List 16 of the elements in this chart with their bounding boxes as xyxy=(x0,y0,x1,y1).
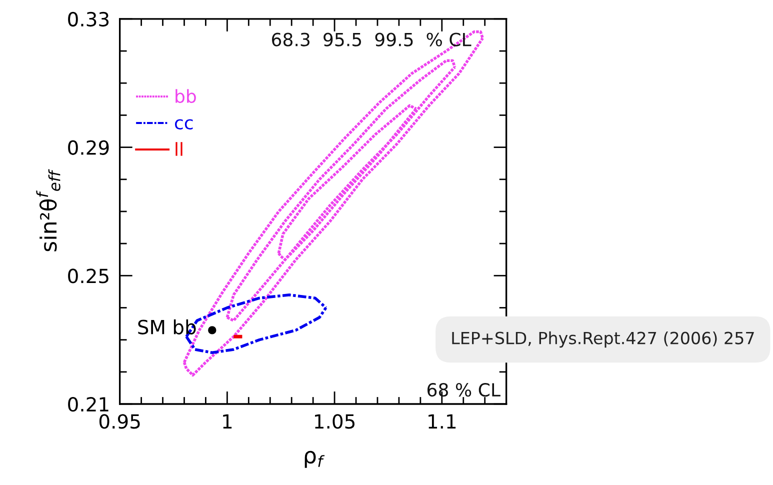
x-tick-label: 0.95 xyxy=(99,414,140,429)
x-tick-label: 1 xyxy=(223,414,232,428)
y-tick-label: 0.21 xyxy=(68,396,108,412)
x-tick-label: 1.1 xyxy=(428,414,456,428)
y-tick-label: 0.29 xyxy=(68,140,109,155)
legend-label: ll xyxy=(176,142,182,156)
x-tick-label: 1.05 xyxy=(315,414,354,429)
y-axis-title: sin²θ$^{f}$$_{eff}$ xyxy=(36,169,60,252)
legend-label: bb xyxy=(176,89,196,104)
y-tick-label: 0.33 xyxy=(68,12,109,27)
y-tick-label: 0.25 xyxy=(68,268,108,284)
legend-label: cc xyxy=(174,119,193,130)
annotation: SM bb xyxy=(138,319,196,334)
annotation: LEP+SLD, Phys.Rept.427 (2006) 257 xyxy=(452,331,754,348)
annotation: 68 % CL xyxy=(428,383,500,397)
x-axis-title: ρ$_{f}$ xyxy=(304,450,325,468)
